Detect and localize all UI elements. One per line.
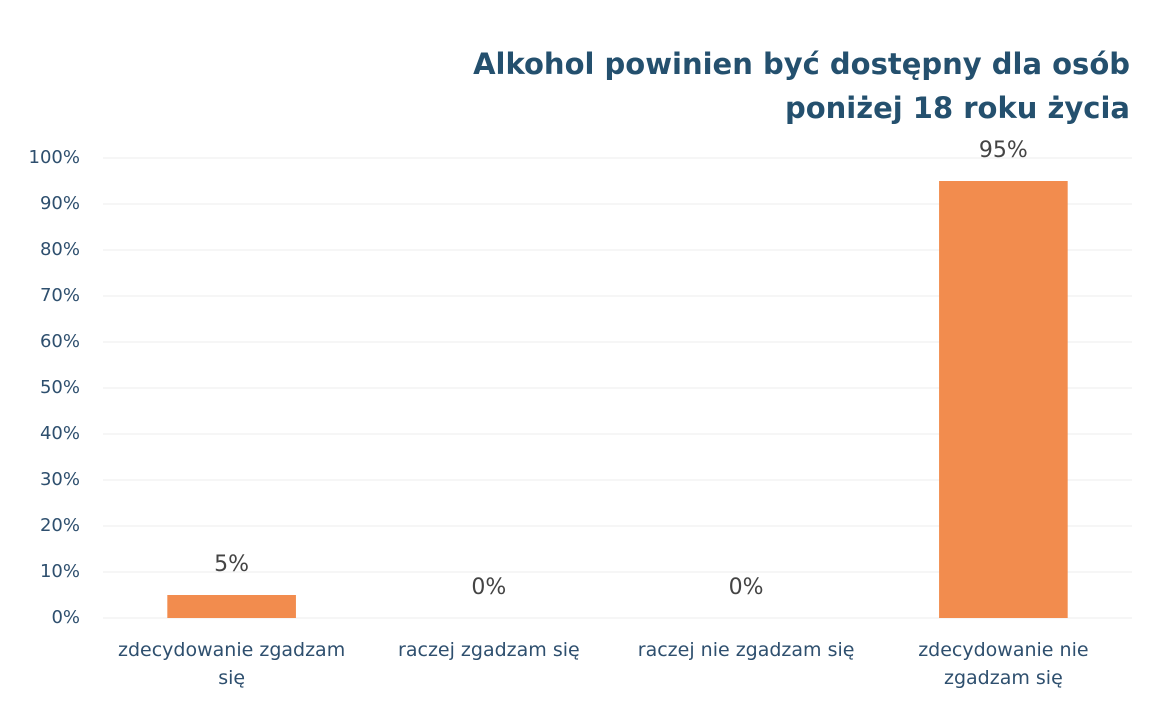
x-tick-label: zdecydowanie zgadzam się bbox=[118, 639, 346, 689]
value-label: 0% bbox=[729, 575, 764, 600]
y-tick-label: 60% bbox=[40, 331, 80, 352]
x-tick-label: raczej nie zgadzam się bbox=[637, 639, 855, 661]
x-tick-label: zdecydowanie nie zgadzam się bbox=[918, 639, 1089, 689]
y-tick-label: 70% bbox=[40, 285, 80, 306]
y-tick-label: 40% bbox=[40, 423, 80, 444]
y-tick-label: 100% bbox=[29, 147, 80, 168]
chart-title: Alkohol powinien być dostępny dla osób p… bbox=[473, 47, 1130, 125]
y-tick-label: 10% bbox=[40, 561, 80, 582]
y-tick-label: 20% bbox=[40, 515, 80, 536]
value-label: 0% bbox=[471, 575, 506, 600]
bar bbox=[167, 595, 296, 618]
value-label: 5% bbox=[214, 552, 249, 577]
value-label: 95% bbox=[979, 138, 1028, 163]
y-tick-label: 90% bbox=[40, 193, 80, 214]
y-tick-label: 50% bbox=[40, 377, 80, 398]
y-tick-label: 80% bbox=[40, 239, 80, 260]
y-tick-label: 30% bbox=[40, 469, 80, 490]
bar bbox=[939, 181, 1068, 618]
x-tick-label: raczej zgadzam się bbox=[398, 639, 580, 661]
y-tick-label: 0% bbox=[51, 607, 80, 628]
